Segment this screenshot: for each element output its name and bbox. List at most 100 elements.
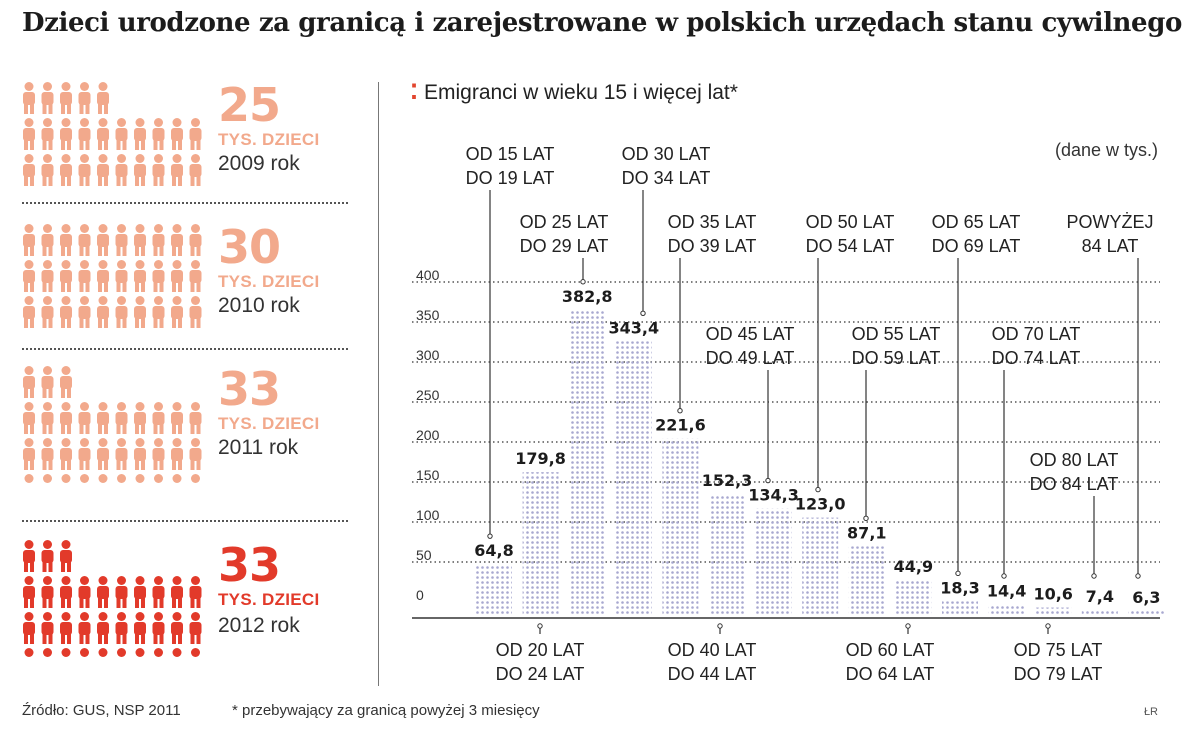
child-icon xyxy=(189,118,202,150)
child-icon xyxy=(60,576,72,608)
child-icon xyxy=(115,612,128,644)
child-icon xyxy=(78,612,91,644)
child-icon xyxy=(97,154,109,186)
page-title: Dzieci urodzone za granicą i zarejestrow… xyxy=(22,8,1182,38)
births-year: 2011 rok xyxy=(218,436,299,459)
child-icon xyxy=(60,438,72,470)
child-icon xyxy=(189,296,202,328)
bar xyxy=(802,517,839,616)
child-icon xyxy=(152,224,165,256)
births-number: 25 xyxy=(218,78,281,132)
child-icon xyxy=(172,648,182,657)
child-icon xyxy=(97,576,109,608)
leader-dot xyxy=(955,570,961,577)
child-icon xyxy=(78,118,91,150)
child-icon xyxy=(41,540,54,572)
child-icon xyxy=(154,474,163,483)
child-icon xyxy=(41,366,54,398)
leader-dot xyxy=(677,408,683,414)
child-icon xyxy=(23,366,35,398)
child-icon xyxy=(41,260,54,292)
category-label: OD 60 LAT xyxy=(846,640,935,660)
child-icon xyxy=(189,224,202,256)
child-icon xyxy=(78,82,91,114)
category-label: OD 45 LAT xyxy=(706,324,795,344)
y-tick-label: 300 xyxy=(416,347,440,363)
child-icon xyxy=(135,648,145,657)
leader-dot xyxy=(580,279,586,285)
value-label: 87,1 xyxy=(847,523,886,542)
category-label: DO 49 LAT xyxy=(706,348,795,368)
births-unit-label: TYS. DZIECI xyxy=(218,590,320,609)
child-icon xyxy=(60,402,72,434)
child-icon xyxy=(115,118,128,150)
category-label: DO 29 LAT xyxy=(520,236,609,256)
value-label: 10,6 xyxy=(1033,585,1072,604)
child-icon xyxy=(171,118,183,150)
child-icon xyxy=(78,576,91,608)
value-label: 44,9 xyxy=(894,557,933,576)
child-icon xyxy=(60,296,72,328)
child-icon xyxy=(60,118,72,150)
child-icon xyxy=(60,260,72,292)
bar xyxy=(476,564,512,616)
bar xyxy=(709,494,745,616)
category-label: OD 25 LAT xyxy=(520,212,609,232)
child-icon xyxy=(171,576,183,608)
births-unit-label: TYS. DZIECI xyxy=(218,272,320,291)
child-icon xyxy=(78,154,91,186)
children-icons-2011 xyxy=(23,366,202,483)
child-icon xyxy=(189,154,202,186)
child-icon xyxy=(189,402,202,434)
bar xyxy=(615,341,652,616)
bar xyxy=(569,309,606,616)
child-icon xyxy=(152,118,165,150)
child-icon xyxy=(115,402,128,434)
child-icon xyxy=(171,402,183,434)
child-icon xyxy=(23,296,35,328)
bar xyxy=(895,580,932,616)
child-icon xyxy=(189,612,202,644)
children-icons-2009 xyxy=(23,82,202,186)
value-label: 152,3 xyxy=(702,471,753,490)
child-icon xyxy=(134,296,146,328)
y-tick-label: 350 xyxy=(416,307,440,323)
child-icon xyxy=(189,260,202,292)
bar xyxy=(662,438,699,616)
bar xyxy=(522,472,559,616)
value-label: 382,8 xyxy=(562,287,613,306)
category-label: DO 69 LAT xyxy=(932,236,1021,256)
category-label: OD 70 LAT xyxy=(992,324,1081,344)
child-icon xyxy=(152,154,165,186)
child-icon xyxy=(60,154,72,186)
child-icon xyxy=(134,154,146,186)
child-icon xyxy=(134,118,146,150)
child-icon xyxy=(152,438,165,470)
child-icon xyxy=(78,260,91,292)
child-icon xyxy=(171,438,183,470)
bar xyxy=(755,508,792,616)
value-label: 18,3 xyxy=(940,578,979,597)
value-label: 221,6 xyxy=(655,416,706,435)
child-icon xyxy=(115,296,128,328)
child-icon xyxy=(134,438,146,470)
child-icon xyxy=(97,82,109,114)
child-icon xyxy=(80,474,89,483)
births-number: 33 xyxy=(218,538,281,592)
value-label: 6,3 xyxy=(1132,588,1160,607)
child-icon xyxy=(115,576,128,608)
bullet-icon: ⁚ xyxy=(410,81,418,104)
value-label: 64,8 xyxy=(474,541,513,560)
author-credit: ŁR xyxy=(1143,706,1158,718)
category-label: DO 19 LAT xyxy=(466,168,555,188)
bar xyxy=(848,546,885,616)
child-icon xyxy=(78,224,91,256)
child-icon xyxy=(23,540,35,572)
bar xyxy=(1128,610,1165,616)
child-icon xyxy=(117,648,126,657)
leader-dot xyxy=(537,623,543,629)
unit-note: (dane w tys.) xyxy=(1054,140,1158,160)
child-icon xyxy=(41,224,54,256)
child-icon xyxy=(115,438,128,470)
y-tick-label: 100 xyxy=(416,507,440,523)
